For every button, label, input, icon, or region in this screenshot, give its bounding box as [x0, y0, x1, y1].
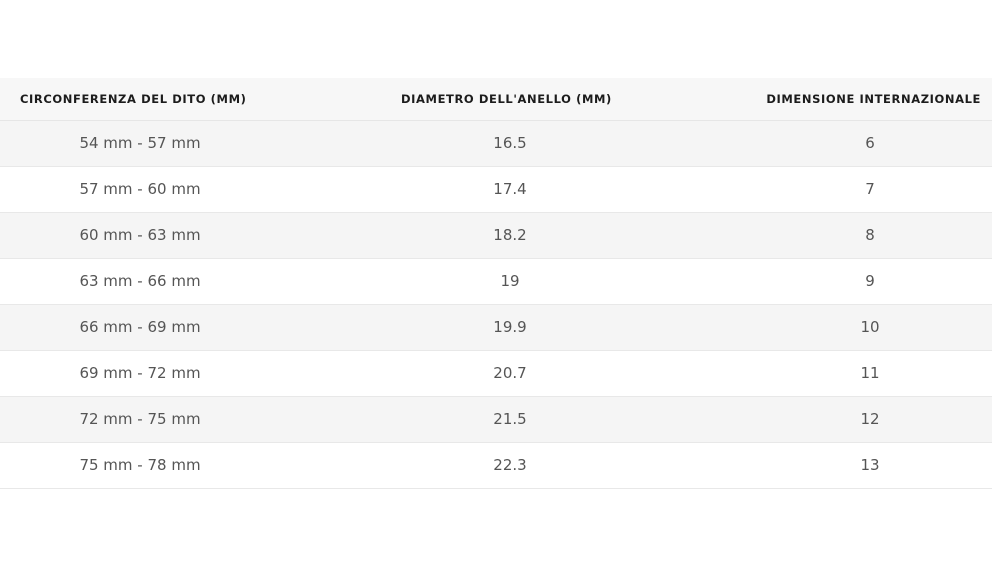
cell-international-size: 13 [860, 456, 880, 474]
header-circumference: CIRCONFERENZA DEL DITO (MM) [20, 92, 247, 106]
cell-international-size: 8 [865, 226, 875, 244]
cell-diameter: 17.4 [493, 180, 527, 198]
table-body: 54 mm - 57 mm 16.5 6 57 mm - 60 mm 17.4 7 60 m… [0, 121, 992, 489]
cell-international-size: 6 [865, 134, 875, 152]
cell-diameter: 22.3 [493, 456, 527, 474]
cell-diameter: 20.7 [493, 364, 527, 382]
cell-international-size: 9 [865, 272, 875, 290]
table-row: 66 mm - 69 mm 19.9 10 [0, 305, 992, 351]
cell-circumference: 69 mm - 72 mm [79, 364, 201, 382]
table-row: 69 mm - 72 mm 20.7 11 [0, 351, 992, 397]
table-header: CIRCONFERENZA DEL DITO (MM) DIAMETRO DEL… [0, 78, 992, 121]
header-diameter: DIAMETRO DELL'ANELLO (MM) [401, 92, 612, 106]
cell-diameter: 16.5 [493, 134, 527, 152]
cell-circumference: 66 mm - 69 mm [79, 318, 201, 336]
header-international-size: DIMENSIONE INTERNAZIONALE [766, 92, 981, 106]
table-row: 54 mm - 57 mm 16.5 6 [0, 121, 992, 167]
table-row: 57 mm - 60 mm 17.4 7 [0, 167, 992, 213]
cell-international-size: 11 [860, 364, 880, 382]
table-row: 63 mm - 66 mm 19 9 [0, 259, 992, 305]
table-row: 60 mm - 63 mm 18.2 8 [0, 213, 992, 259]
cell-circumference: 75 mm - 78 mm [79, 456, 201, 474]
cell-international-size: 10 [860, 318, 880, 336]
cell-circumference: 63 mm - 66 mm [79, 272, 201, 290]
cell-diameter: 18.2 [493, 226, 527, 244]
cell-circumference: 72 mm - 75 mm [79, 410, 201, 428]
cell-diameter: 19.9 [493, 318, 527, 336]
cell-international-size: 12 [860, 410, 880, 428]
cell-diameter: 19 [500, 272, 520, 290]
cell-circumference: 54 mm - 57 mm [79, 134, 201, 152]
cell-international-size: 7 [865, 180, 875, 198]
table-row: 75 mm - 78 mm 22.3 13 [0, 443, 992, 489]
cell-diameter: 21.5 [493, 410, 527, 428]
cell-circumference: 57 mm - 60 mm [79, 180, 201, 198]
cell-circumference: 60 mm - 63 mm [79, 226, 201, 244]
ring-size-table: CIRCONFERENZA DEL DITO (MM) DIAMETRO DEL… [0, 78, 992, 489]
table-row: 72 mm - 75 mm 21.5 12 [0, 397, 992, 443]
